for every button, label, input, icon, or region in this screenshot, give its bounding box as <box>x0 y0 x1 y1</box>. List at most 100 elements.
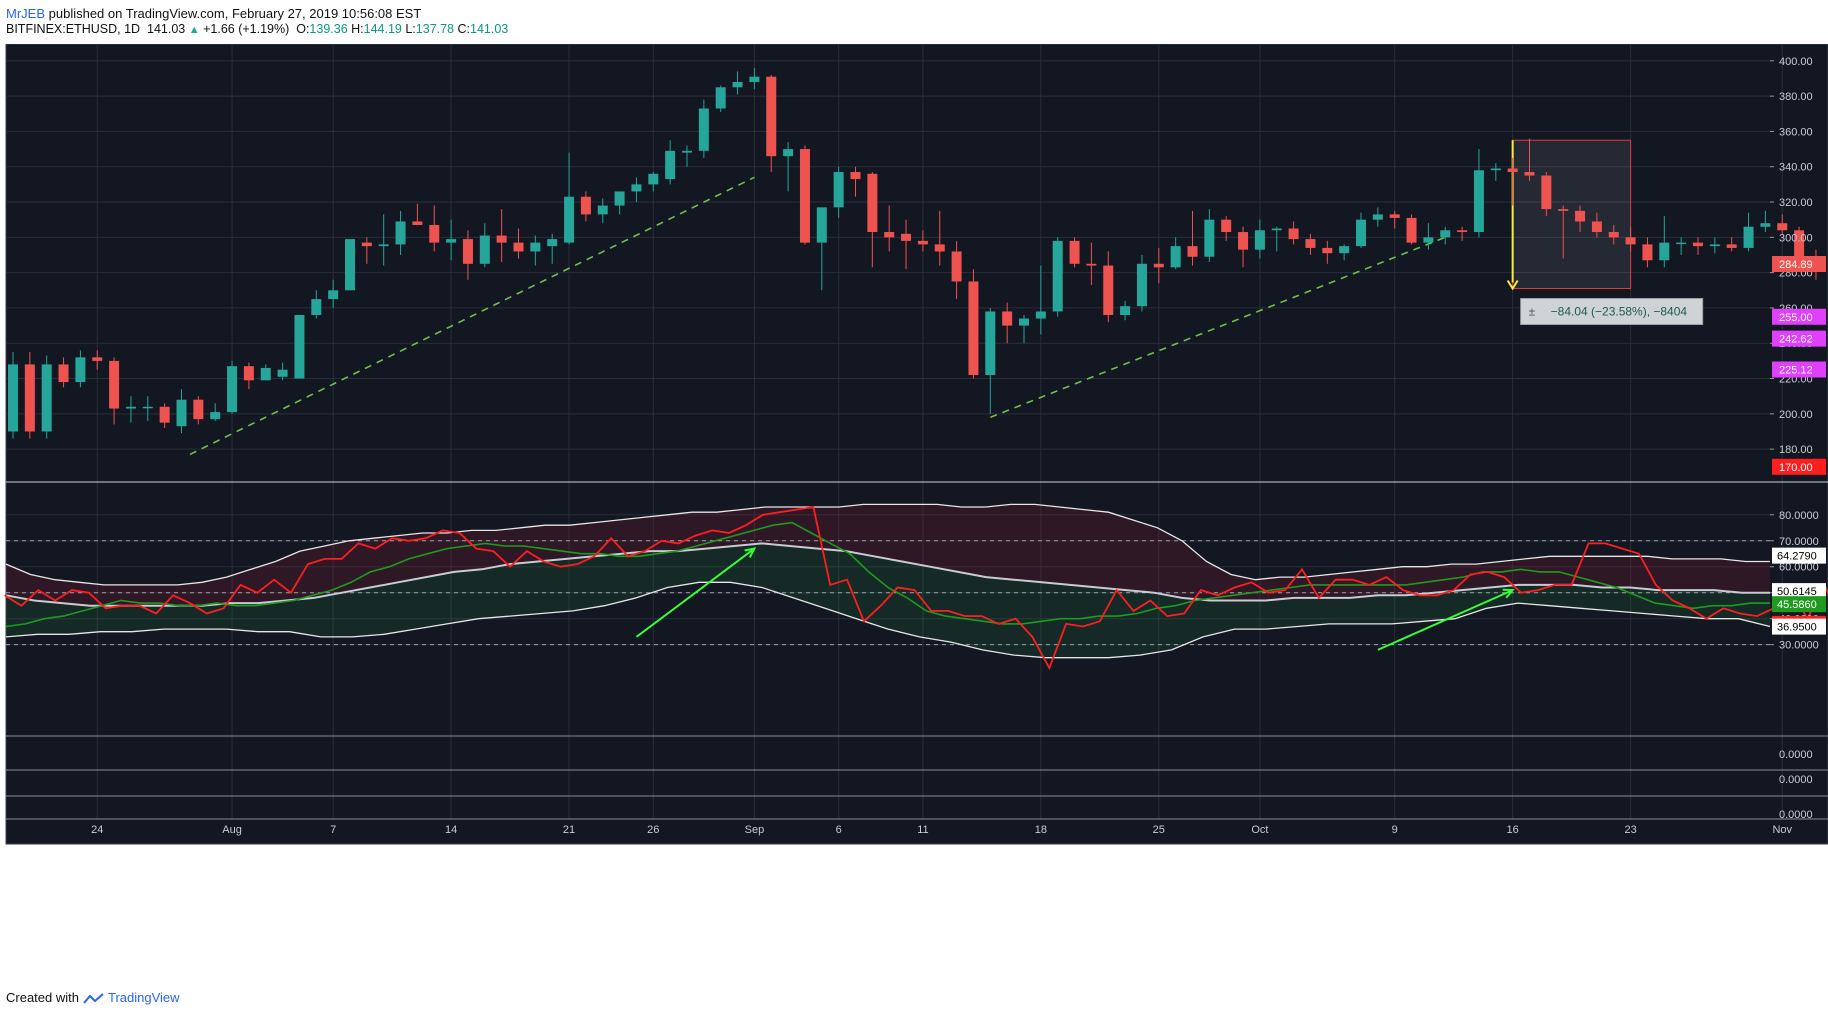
candle[interactable] <box>462 230 473 280</box>
candle[interactable] <box>1608 224 1619 245</box>
candle[interactable] <box>1035 265 1046 335</box>
candle[interactable] <box>951 240 962 300</box>
candle[interactable] <box>816 207 827 291</box>
candle[interactable] <box>1389 210 1400 229</box>
candle[interactable] <box>665 140 676 185</box>
candle[interactable] <box>1305 233 1316 255</box>
candle[interactable] <box>479 223 490 268</box>
candle[interactable] <box>1019 314 1029 344</box>
candle[interactable] <box>850 166 861 197</box>
candle[interactable] <box>1457 226 1468 241</box>
candle[interactable] <box>1541 172 1552 217</box>
candle[interactable] <box>732 71 743 95</box>
candle[interactable] <box>1473 149 1484 238</box>
candle[interactable] <box>210 403 221 421</box>
candle[interactable] <box>884 205 895 252</box>
candle[interactable] <box>1406 214 1417 245</box>
rsi-lower-band[interactable] <box>5 581 1771 659</box>
candle[interactable] <box>513 228 524 259</box>
candle[interactable] <box>1726 237 1737 252</box>
candle[interactable] <box>58 357 69 388</box>
candle[interactable] <box>429 205 440 252</box>
candle[interactable] <box>260 364 271 381</box>
candle[interactable] <box>1709 237 1720 254</box>
candle[interactable] <box>92 350 103 370</box>
candle[interactable] <box>1356 212 1366 248</box>
candle[interactable] <box>1288 221 1299 245</box>
candle[interactable] <box>1120 300 1131 321</box>
rsi-line[interactable] <box>4 505 1828 671</box>
candle[interactable] <box>766 74 777 173</box>
candle[interactable] <box>1760 210 1771 233</box>
candle[interactable] <box>749 67 760 90</box>
candle[interactable] <box>1659 216 1670 268</box>
candle[interactable] <box>968 269 979 379</box>
candle[interactable] <box>378 214 389 266</box>
candle[interactable] <box>1507 157 1518 206</box>
candle[interactable] <box>1052 237 1063 317</box>
candle[interactable] <box>328 279 339 308</box>
candle[interactable] <box>361 237 372 264</box>
candle[interactable] <box>1693 237 1703 255</box>
candle[interactable] <box>193 396 204 425</box>
candle[interactable] <box>1423 223 1434 250</box>
candle[interactable] <box>783 142 794 192</box>
candle[interactable] <box>1254 219 1265 259</box>
candle[interactable] <box>1440 226 1451 245</box>
candle[interactable] <box>1777 214 1788 234</box>
candle[interactable] <box>1103 251 1114 323</box>
candle[interactable] <box>277 362 288 381</box>
candle[interactable] <box>867 172 878 268</box>
candle[interactable] <box>1204 209 1215 263</box>
candle[interactable] <box>345 239 355 291</box>
candle[interactable] <box>446 219 457 261</box>
candle[interactable] <box>580 191 591 222</box>
candle[interactable] <box>1591 212 1602 238</box>
candle[interactable] <box>243 362 254 390</box>
candle[interactable] <box>715 85 726 113</box>
chart-canvas[interactable]: −84.04 (−23.58%), −8404 ±400.00 380.00 360.… <box>0 44 1828 984</box>
candle[interactable] <box>799 145 810 245</box>
candle[interactable] <box>901 219 912 270</box>
candle[interactable] <box>1136 254 1147 312</box>
candle[interactable] <box>1002 302 1013 344</box>
candle[interactable] <box>8 352 18 439</box>
annotation-arrow[interactable] <box>1377 589 1514 651</box>
candle[interactable] <box>142 396 153 421</box>
annotation-arrow[interactable] <box>635 547 755 638</box>
candle[interactable] <box>1642 237 1653 268</box>
trend-line[interactable] <box>189 176 755 456</box>
candle[interactable] <box>41 355 52 439</box>
candle[interactable] <box>1238 226 1249 268</box>
candle[interactable] <box>176 389 187 434</box>
candle[interactable] <box>917 230 928 252</box>
candle[interactable] <box>1558 205 1569 259</box>
candle[interactable] <box>682 145 692 167</box>
candle[interactable] <box>1153 247 1164 284</box>
trend-line[interactable] <box>990 236 1446 419</box>
candle[interactable] <box>1322 240 1333 264</box>
candle[interactable] <box>294 314 305 379</box>
candle[interactable] <box>1372 207 1383 227</box>
candle[interactable] <box>1490 163 1501 181</box>
tradingview-link[interactable]: TradingView <box>108 990 180 1005</box>
candle[interactable] <box>547 233 558 264</box>
rsi-upper-band[interactable] <box>5 503 1770 586</box>
candle[interactable] <box>1187 210 1198 266</box>
candle[interactable] <box>109 357 120 425</box>
candle[interactable] <box>1575 205 1586 233</box>
candle[interactable] <box>395 210 406 255</box>
candle[interactable] <box>1524 138 1535 181</box>
candle[interactable] <box>698 99 709 158</box>
candle[interactable] <box>1743 212 1754 252</box>
candle[interactable] <box>1339 244 1350 261</box>
candle[interactable] <box>597 198 608 224</box>
candle[interactable] <box>1086 242 1097 285</box>
candle[interactable] <box>227 360 238 414</box>
candle[interactable] <box>125 396 136 423</box>
candle[interactable] <box>934 210 945 266</box>
candle[interactable] <box>1170 237 1181 270</box>
candle[interactable] <box>648 172 659 192</box>
candle[interactable] <box>412 203 423 225</box>
author-link[interactable]: MrJEB <box>6 6 45 21</box>
